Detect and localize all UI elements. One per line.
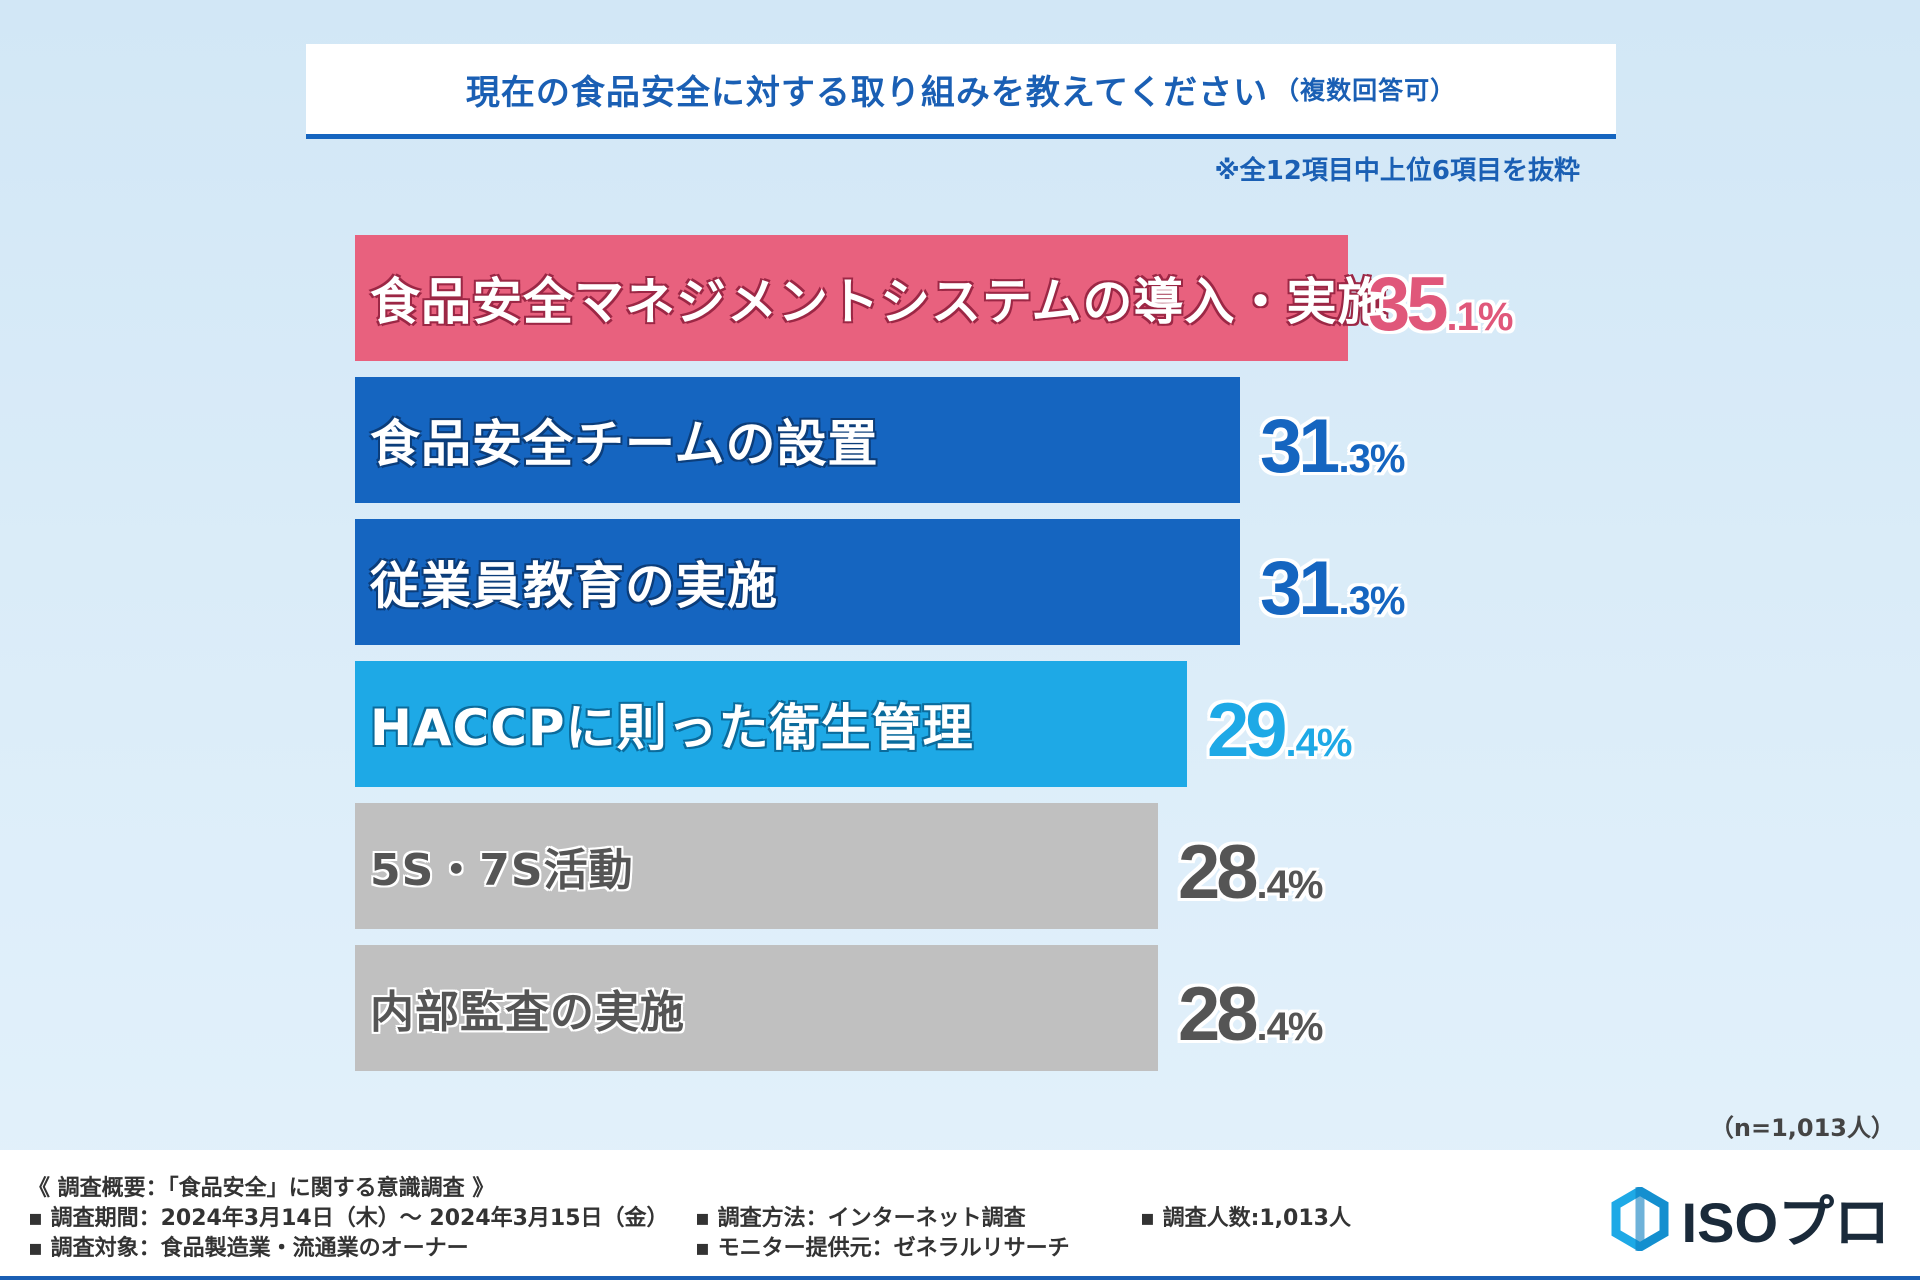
- survey-provider: モニター提供元：ゼネラルリサーチ: [695, 1230, 1070, 1262]
- bar-value-label: 29.4%: [1207, 661, 1353, 787]
- bar-category-label: 5S・7S活動: [370, 845, 634, 896]
- bar-category-label: 内部監査の実施: [370, 987, 685, 1038]
- brand-logo-text: ISOプロ: [1681, 1191, 1890, 1254]
- bar-category-label: 食品安全チームの設置: [370, 415, 879, 473]
- chart-title-main: 現在の食品安全に対する取り組みを教えてください: [465, 72, 1269, 113]
- chart-note: ※全12項目中上位6項目を抜粋: [1214, 156, 1580, 186]
- bar-value-decimal: .3%: [1338, 437, 1406, 481]
- bar-value-label: 31.3%: [1260, 377, 1406, 503]
- bar-value-decimal: .3%: [1338, 579, 1406, 623]
- chart-title-sub: （複数回答可）: [1274, 76, 1457, 105]
- bar: [355, 235, 1348, 361]
- survey-target: 調査対象：食品製造業・流通業のオーナー: [28, 1230, 469, 1262]
- bar-value-decimal: .4%: [1285, 721, 1353, 765]
- survey-count: 調査人数:1,013人: [1140, 1200, 1351, 1232]
- bar-value-label: 35.1%: [1368, 235, 1514, 361]
- bar: [355, 377, 1240, 503]
- sample-size: （n=1,013人）: [1709, 1114, 1895, 1142]
- bar: [355, 803, 1158, 929]
- bar-category-label: HACCPに則った衛生管理: [370, 699, 974, 757]
- survey-footer: 《 調査概要：「食品安全」に関する意識調査 》 調査期間：2024年3月14日（…: [0, 1150, 1920, 1280]
- bar-value-decimal: .1%: [1446, 295, 1514, 339]
- bar-value-decimal: .4%: [1256, 1005, 1324, 1049]
- survey-method: 調査方法：インターネット調査: [695, 1200, 1026, 1232]
- bar-value-integer: 35: [1368, 262, 1449, 347]
- chart-title: 現在の食品安全に対する取り組みを教えてください （複数回答可）: [306, 44, 1616, 139]
- survey-heading: 《 調査概要：「食品安全」に関する意識調査 》: [28, 1176, 495, 1201]
- bar-value-integer: 29: [1207, 688, 1288, 773]
- bar-chart: 食品安全マネジメントシステムの導入・実施 35.1% 食品安全チームの設置 31.3%…: [355, 235, 1514, 1071]
- bar-category-label: 食品安全マネジメントシステムの導入・実施: [370, 273, 1389, 331]
- bar-value-integer: 31: [1260, 546, 1341, 631]
- bar-category-label: 従業員教育の実施: [370, 557, 778, 615]
- bar-value-label: 28.4%: [1178, 803, 1324, 929]
- bar-value-integer: 28: [1178, 830, 1259, 915]
- bar-value-decimal: .4%: [1256, 863, 1324, 907]
- bar-value-integer: 31: [1260, 404, 1341, 489]
- hexagon-logo-icon: [1611, 1186, 1669, 1251]
- bar: [355, 661, 1187, 787]
- brand-logo: ISOプロ: [1608, 1178, 1890, 1259]
- bar-value-integer: 28: [1178, 972, 1259, 1057]
- survey-period: 調査期間：2024年3月14日（木）～ 2024年3月15日（金）: [28, 1200, 669, 1232]
- bar-value-label: 28.4%: [1178, 945, 1324, 1071]
- bar-value-label: 31.3%: [1260, 519, 1406, 645]
- bar: [355, 519, 1240, 645]
- bar: [355, 945, 1158, 1071]
